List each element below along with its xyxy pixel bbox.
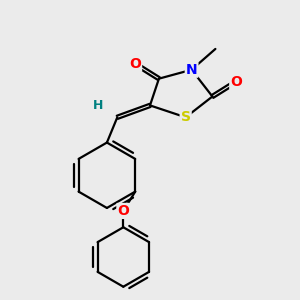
Text: O: O — [117, 204, 129, 218]
Text: O: O — [129, 57, 141, 71]
Text: N: N — [186, 63, 197, 77]
Text: O: O — [230, 75, 242, 88]
Text: S: S — [181, 110, 191, 124]
Text: H: H — [93, 99, 103, 112]
